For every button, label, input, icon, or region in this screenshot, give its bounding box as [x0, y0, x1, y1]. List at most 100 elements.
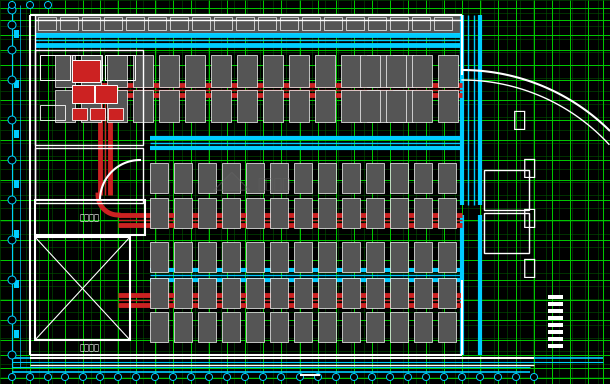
- Bar: [35, 50, 143, 145]
- Bar: [236, 17, 254, 30]
- Bar: [258, 17, 276, 30]
- Bar: [315, 55, 335, 87]
- Bar: [346, 17, 364, 30]
- Bar: [198, 198, 216, 228]
- Bar: [368, 17, 386, 30]
- Bar: [150, 163, 168, 193]
- Bar: [548, 295, 563, 299]
- Bar: [95, 85, 117, 103]
- Bar: [38, 17, 56, 30]
- Bar: [174, 242, 192, 272]
- Circle shape: [132, 374, 140, 381]
- Circle shape: [62, 374, 68, 381]
- Circle shape: [531, 374, 537, 381]
- Bar: [159, 55, 179, 87]
- Bar: [294, 242, 312, 272]
- Bar: [72, 108, 87, 120]
- Bar: [246, 278, 264, 308]
- Bar: [393, 90, 413, 122]
- Bar: [367, 55, 387, 87]
- Bar: [318, 278, 336, 308]
- Bar: [414, 242, 432, 272]
- Bar: [82, 17, 100, 30]
- Bar: [55, 55, 75, 87]
- Bar: [192, 17, 210, 30]
- Bar: [263, 90, 283, 122]
- Bar: [150, 312, 168, 342]
- Bar: [548, 316, 563, 320]
- Bar: [14, 80, 19, 88]
- Circle shape: [278, 374, 284, 381]
- Bar: [366, 278, 384, 308]
- Bar: [60, 17, 78, 30]
- Bar: [280, 17, 298, 30]
- Circle shape: [351, 374, 357, 381]
- Bar: [270, 163, 288, 193]
- Circle shape: [512, 374, 520, 381]
- Circle shape: [368, 374, 376, 381]
- Bar: [367, 90, 387, 122]
- Bar: [289, 90, 309, 122]
- Circle shape: [8, 116, 16, 124]
- Bar: [148, 17, 166, 30]
- Circle shape: [8, 351, 16, 359]
- Circle shape: [115, 374, 121, 381]
- Bar: [390, 242, 408, 272]
- Bar: [342, 312, 360, 342]
- Bar: [315, 90, 335, 122]
- Bar: [438, 55, 458, 87]
- Bar: [222, 198, 240, 228]
- Bar: [133, 55, 153, 87]
- Bar: [40, 55, 70, 80]
- Bar: [548, 330, 563, 334]
- Circle shape: [8, 46, 16, 54]
- Bar: [14, 280, 19, 288]
- Bar: [318, 242, 336, 272]
- Bar: [246, 242, 264, 272]
- Bar: [360, 55, 380, 87]
- Bar: [438, 242, 456, 272]
- Bar: [360, 90, 380, 122]
- Bar: [35, 237, 130, 340]
- Text: 出口通道: 出口通道: [80, 344, 100, 353]
- Circle shape: [440, 374, 448, 381]
- Bar: [150, 198, 168, 228]
- Bar: [237, 90, 257, 122]
- Bar: [289, 55, 309, 87]
- Bar: [414, 312, 432, 342]
- Bar: [548, 323, 563, 327]
- Bar: [393, 55, 413, 87]
- Bar: [414, 198, 432, 228]
- Bar: [438, 312, 456, 342]
- Bar: [390, 278, 408, 308]
- Bar: [150, 278, 168, 308]
- Bar: [548, 344, 563, 348]
- Bar: [366, 198, 384, 228]
- Bar: [14, 180, 19, 188]
- Bar: [270, 312, 288, 342]
- Bar: [438, 278, 456, 308]
- Bar: [81, 90, 101, 122]
- Bar: [237, 55, 257, 87]
- Bar: [174, 163, 192, 193]
- Circle shape: [495, 374, 501, 381]
- Bar: [246, 312, 264, 342]
- Bar: [198, 242, 216, 272]
- Bar: [222, 242, 240, 272]
- Circle shape: [206, 374, 212, 381]
- Bar: [434, 17, 452, 30]
- Bar: [548, 302, 563, 306]
- Bar: [72, 85, 94, 103]
- Bar: [35, 200, 145, 235]
- Bar: [159, 90, 179, 122]
- Circle shape: [8, 21, 16, 29]
- Bar: [270, 198, 288, 228]
- Bar: [294, 198, 312, 228]
- Bar: [270, 278, 288, 308]
- Bar: [386, 55, 406, 87]
- Bar: [35, 148, 143, 203]
- Bar: [14, 130, 19, 138]
- Circle shape: [45, 2, 51, 8]
- Bar: [14, 230, 19, 238]
- Bar: [390, 17, 408, 30]
